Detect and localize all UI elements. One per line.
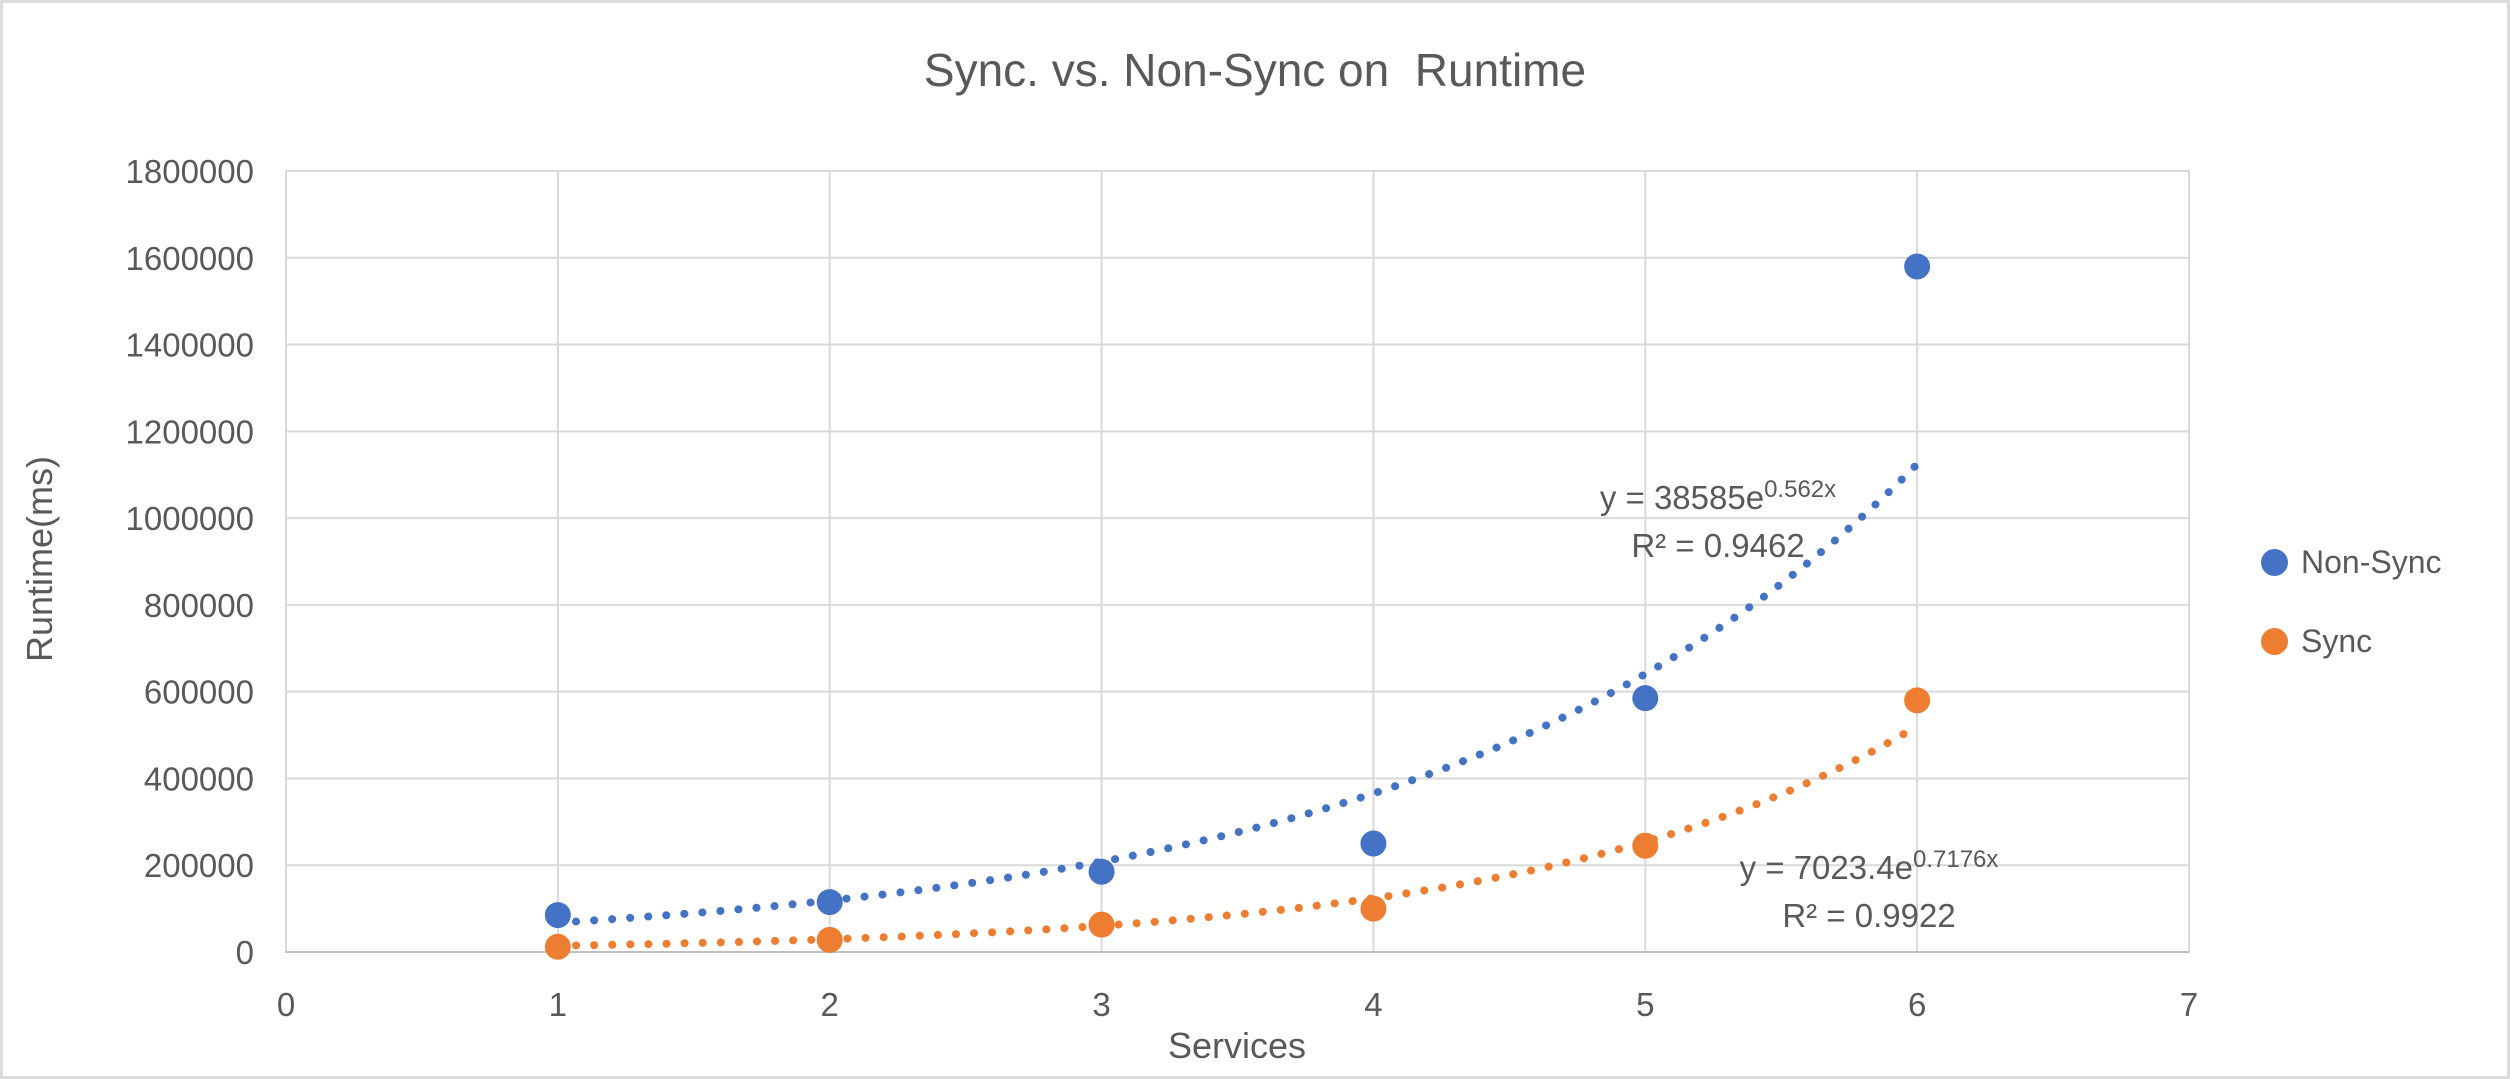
x-tick-label: 6 — [1908, 986, 1926, 1023]
trendline-equation-non-sync: y = 38585e0.562x — [1518, 466, 1918, 522]
data-point-sync — [816, 926, 843, 953]
y-tick-label: 1000000 — [126, 500, 254, 537]
data-point-non-sync — [544, 902, 571, 929]
x-tick-label: 7 — [2180, 986, 2198, 1023]
x-tick-label: 1 — [549, 986, 567, 1023]
data-point-non-sync — [1088, 858, 1115, 885]
y-tick-label: 400000 — [144, 760, 254, 797]
trendline-equation-sync: y = 7023.4e0.7176x — [1669, 836, 2069, 892]
data-point-non-sync — [1904, 253, 1931, 280]
data-point-sync — [1360, 895, 1387, 922]
equation-base: y = 38585e — [1599, 479, 1765, 516]
y-tick-label: 600000 — [144, 674, 254, 711]
y-axis-title: Runtime(ms) — [19, 456, 60, 663]
legend-label-non-sync: Non-Sync — [2301, 544, 2442, 580]
trendline-sync — [553, 722, 1922, 950]
x-tick-label: 3 — [1092, 986, 1110, 1023]
x-tick-label: 2 — [821, 986, 839, 1023]
y-tick-label: 1800000 — [126, 153, 254, 190]
data-point-non-sync — [816, 889, 843, 916]
chart-title: Sync. vs. Non-Sync on Runtime — [923, 44, 1587, 96]
trendline-non-sync — [553, 460, 1922, 927]
y-tick-label: 1400000 — [126, 327, 254, 364]
trendline-label-non-sync: y = 38585e0.562x R² = 0.9462 — [1518, 466, 1918, 570]
trendline-r2-sync: R² = 0.9922 — [1782, 897, 1956, 934]
legend-marker-sync-icon — [2261, 628, 2288, 655]
data-point-non-sync — [1632, 685, 1659, 712]
data-point-sync — [1904, 687, 1931, 714]
equation-exponent: 0.7176x — [1913, 846, 1999, 873]
legend: Non-Sync Sync — [2261, 544, 2442, 660]
x-tick-label: 5 — [1636, 986, 1654, 1023]
data-point-non-sync — [1360, 830, 1387, 857]
y-tick-label: 1600000 — [126, 240, 254, 277]
data-point-sync — [1088, 911, 1115, 938]
x-tick-label: 4 — [1364, 986, 1382, 1023]
data-point-sync — [1632, 832, 1659, 859]
x-tick-label: 0 — [277, 986, 295, 1023]
data-point-sync — [544, 933, 571, 960]
plot-canvas: 0 200000 400000 600000 800000 1000000 1200000 1… — [126, 153, 2199, 1023]
legend-item-non-sync: Non-Sync — [2261, 544, 2442, 581]
y-tick-label: 800000 — [144, 587, 254, 624]
legend-item-sync: Sync — [2261, 623, 2442, 660]
y-tick-label: 200000 — [144, 847, 254, 884]
trendline-label-sync: y = 7023.4e0.7176x R² = 0.9922 — [1669, 836, 2069, 940]
y-tick-label: 1200000 — [126, 413, 254, 450]
trendline-r2-non-sync: R² = 0.9462 — [1631, 527, 1805, 564]
equation-base: y = 7023.4e — [1739, 849, 1913, 886]
x-axis-title: Services — [1167, 1025, 1307, 1066]
legend-marker-non-sync-icon — [2261, 549, 2288, 576]
legend-label-sync: Sync — [2301, 623, 2373, 659]
equation-exponent: 0.562x — [1764, 476, 1837, 503]
y-tick-label: 0 — [236, 934, 254, 971]
